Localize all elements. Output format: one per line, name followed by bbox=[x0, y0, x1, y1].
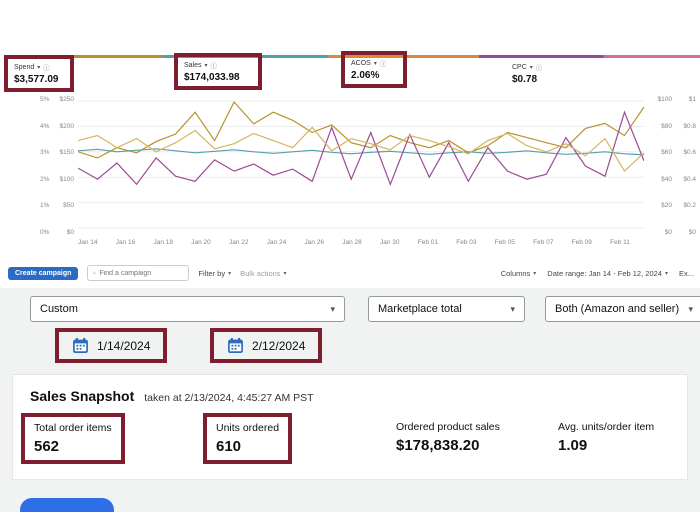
metric-cards-top-border bbox=[10, 55, 700, 58]
metric-label-row: ACOS ▾ ⓘ bbox=[351, 58, 397, 69]
metric-card-spend[interactable]: Spend ▾ ⓘ $3,577.09 bbox=[14, 62, 64, 86]
date-preset-value: Custom bbox=[40, 303, 78, 315]
metric-label-row: Spend ▾ ⓘ bbox=[14, 62, 64, 73]
info-icon: ⓘ bbox=[379, 61, 387, 68]
marketplace-value: Marketplace total bbox=[378, 303, 462, 315]
stat-avg-units-per-order: Avg. units/order item 1.09 bbox=[558, 421, 654, 454]
channel-select[interactable]: Both (Amazon and seller) ▾ bbox=[545, 296, 700, 322]
highlight-box-spend: Spend ▾ ⓘ $3,577.09 bbox=[4, 55, 74, 92]
start-date-field[interactable]: 1/14/2024 bbox=[97, 338, 151, 353]
metric-value: $174,033.98 bbox=[184, 72, 240, 83]
date-range-dropdown[interactable]: Date range: Jan 14 - Feb 12, 2024 ▾ bbox=[547, 269, 668, 278]
stat-label: Ordered product sales bbox=[396, 421, 500, 433]
stat-label: Units ordered bbox=[216, 422, 280, 434]
stat-total-order-items: Total order items 562 bbox=[21, 413, 125, 464]
metric-label: CPC bbox=[512, 63, 527, 71]
stat-label: Avg. units/order item bbox=[558, 421, 655, 433]
channel-value: Both (Amazon and seller) bbox=[555, 303, 680, 315]
toolbar-right-group: Columns ▾ Date range: Jan 14 - Feb 12, 2… bbox=[501, 269, 694, 278]
date-range-label: Date range: Jan 14 - Feb 12, 2024 bbox=[547, 268, 662, 278]
stat-value: 1.09 bbox=[558, 437, 588, 454]
chevron-down-icon: ▾ bbox=[688, 303, 693, 314]
chart-x-ticks: Jan 14 Jan 16 Jan 18 Jan 20 Jan 22 Jan 24 Jan … bbox=[78, 239, 630, 246]
campaign-toolbar: Create campaign Filter by ▾ Bulk actions… bbox=[8, 263, 694, 283]
chevron-down-icon: ▾ bbox=[228, 270, 232, 277]
highlight-box-sales: Sales ▾ ⓘ $174,033.98 bbox=[174, 53, 262, 90]
create-campaign-button[interactable]: Create campaign bbox=[8, 266, 79, 280]
chevron-down-icon: ▾ bbox=[664, 270, 668, 277]
filter-by-dropdown[interactable]: Filter by ▾ bbox=[198, 269, 231, 278]
end-date-field[interactable]: 2/12/2024 bbox=[252, 338, 306, 353]
sales-snapshot-header: Sales Snapshot taken at 2/13/2024, 4:45:… bbox=[13, 375, 687, 406]
stat-value: 610 bbox=[216, 438, 242, 455]
stat-ordered-product-sales: Ordered product sales $178,838.20 bbox=[396, 421, 500, 454]
marketplace-select[interactable]: Marketplace total ▾ bbox=[368, 296, 525, 322]
highlight-box-start-date: 1/14/2024 bbox=[55, 328, 168, 363]
seller-central-panel: Custom ▾ Marketplace total ▾ Both (Amazo… bbox=[0, 288, 700, 512]
metric-card-acos[interactable]: ACOS ▾ ⓘ 2.06% bbox=[351, 58, 397, 82]
columns-label: Columns bbox=[500, 268, 531, 278]
chevron-down-icon[interactable]: ▾ bbox=[373, 60, 377, 67]
export-button[interactable]: Ex... bbox=[678, 268, 694, 278]
metric-value: $3,577.09 bbox=[14, 74, 59, 85]
campaign-search[interactable] bbox=[87, 265, 190, 281]
bulk-actions-label: Bulk actions bbox=[240, 268, 281, 278]
bulk-actions-dropdown[interactable]: Bulk actions ▾ bbox=[240, 269, 286, 278]
filter-by-label: Filter by bbox=[198, 268, 226, 278]
stat-value: 562 bbox=[34, 438, 60, 455]
metric-card-sales[interactable]: Sales ▾ ⓘ $174,033.98 bbox=[184, 60, 252, 84]
sales-snapshot-card: Sales Snapshot taken at 2/13/2024, 4:45:… bbox=[12, 374, 688, 480]
chevron-down-icon[interactable]: ▾ bbox=[204, 62, 208, 69]
stat-units-ordered: Units ordered 610 bbox=[203, 413, 293, 464]
info-icon: ⓘ bbox=[535, 65, 543, 72]
chevron-down-icon: ▾ bbox=[510, 303, 515, 314]
stat-value: $178,838.20 bbox=[396, 437, 480, 454]
date-preset-select[interactable]: Custom ▾ bbox=[30, 296, 345, 322]
calendar-icon[interactable] bbox=[227, 337, 244, 354]
metric-card-cpc[interactable]: CPC ▾ ⓘ $0.78 bbox=[512, 62, 543, 86]
highlight-box-end-date: 2/12/2024 bbox=[210, 328, 323, 363]
columns-dropdown[interactable]: Columns ▾ bbox=[501, 269, 537, 278]
calendar-icon[interactable] bbox=[72, 337, 89, 354]
chevron-down-icon[interactable]: ▾ bbox=[529, 64, 533, 71]
metric-value: $0.78 bbox=[512, 74, 538, 85]
metric-value: 2.06% bbox=[351, 70, 380, 81]
metric-label-row: Sales ▾ ⓘ bbox=[184, 60, 252, 71]
performance-chart bbox=[78, 100, 644, 229]
metric-label: Sales bbox=[184, 61, 202, 69]
info-icon: ⓘ bbox=[43, 65, 50, 72]
partial-blue-button[interactable] bbox=[20, 498, 114, 512]
campaign-search-input[interactable] bbox=[99, 269, 184, 277]
chevron-down-icon: ▾ bbox=[533, 270, 537, 277]
search-icon bbox=[93, 271, 97, 275]
metric-label-row: CPC ▾ ⓘ bbox=[512, 62, 543, 73]
chart-right-axis-usd: $100 $80 $60 $40 $20 $0 bbox=[657, 96, 672, 236]
sales-snapshot-title: Sales Snapshot bbox=[30, 388, 135, 404]
sales-snapshot-timestamp: taken at 2/13/2024, 4:45:27 AM PST bbox=[144, 392, 314, 404]
stat-label: Total order items bbox=[34, 422, 112, 434]
highlight-box-acos: ACOS ▾ ⓘ 2.06% bbox=[341, 51, 407, 88]
chart-right-axis-cpc: $1 $0.8 $0.6 $0.4 $0.2 $0 bbox=[683, 96, 696, 236]
metric-label: Spend bbox=[14, 63, 35, 71]
chevron-down-icon: ▾ bbox=[283, 270, 287, 277]
metric-label: ACOS bbox=[351, 59, 371, 67]
chevron-down-icon: ▾ bbox=[330, 303, 335, 314]
chart-left-axis: 5% $250 4% $200 3% $150 2% $100 1% $50 0% $0 bbox=[40, 96, 74, 236]
chevron-down-icon[interactable]: ▾ bbox=[37, 64, 41, 71]
info-icon: ⓘ bbox=[210, 63, 218, 70]
